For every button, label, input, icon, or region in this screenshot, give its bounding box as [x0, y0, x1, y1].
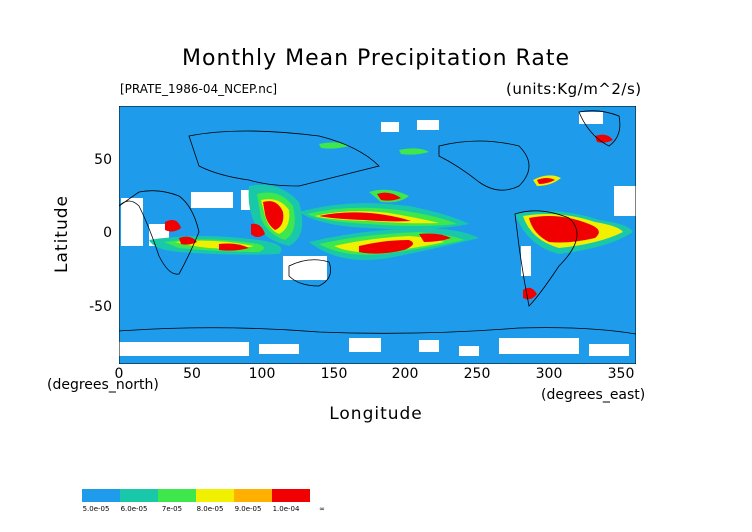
units-label: (units:Kg/m^2/s) — [506, 80, 642, 98]
colorbar-label: 9.0e-05 — [234, 505, 262, 513]
y-tick-label: -50 — [89, 299, 112, 315]
y-tick-label: 50 — [94, 152, 112, 168]
colorbar-label: 7e-05 — [161, 505, 183, 513]
colorbar-label: 8.0e-05 — [196, 505, 224, 513]
file-label: [PRATE_1986-04_NCEP.nc] — [120, 82, 278, 96]
colorbar-segment — [158, 489, 196, 502]
colorbar-label: 5.0e-05 — [82, 505, 110, 513]
colorbar-label: 6.0e-05 — [120, 505, 148, 513]
colorbar-segment — [82, 489, 120, 502]
x-axis-label: Longitude — [329, 404, 423, 424]
x-tick-label: 200 — [391, 366, 419, 382]
y-unit-label: (degrees_east) — [541, 387, 646, 403]
coastlines — [119, 110, 636, 335]
x-unit-label: (degrees_north) — [47, 377, 159, 393]
x-tick-label: 300 — [535, 366, 563, 382]
chart-title: Monthly Mean Precipitation Rate — [182, 46, 570, 71]
precip-bands — [149, 134, 633, 300]
colorbar — [82, 489, 310, 502]
x-tick-label: 150 — [320, 366, 348, 382]
y-axis-label: Latitude — [52, 195, 72, 273]
x-tick-label: 250 — [463, 366, 491, 382]
x-tick-label: 0 — [114, 366, 124, 382]
y-tick-label: 0 — [103, 225, 112, 241]
precipitation-map — [119, 106, 636, 364]
colorbar-segment — [234, 489, 272, 502]
x-tick-label: 100 — [248, 366, 276, 382]
colorbar-segment — [272, 489, 310, 502]
colorbar-label: ∞ — [319, 505, 325, 513]
x-tick-label: 50 — [183, 366, 201, 382]
x-tick-label: 350 — [607, 366, 635, 382]
colorbar-label: 1.0e-04 — [272, 505, 300, 513]
colorbar-segment — [196, 489, 234, 502]
colorbar-segment — [120, 489, 158, 502]
